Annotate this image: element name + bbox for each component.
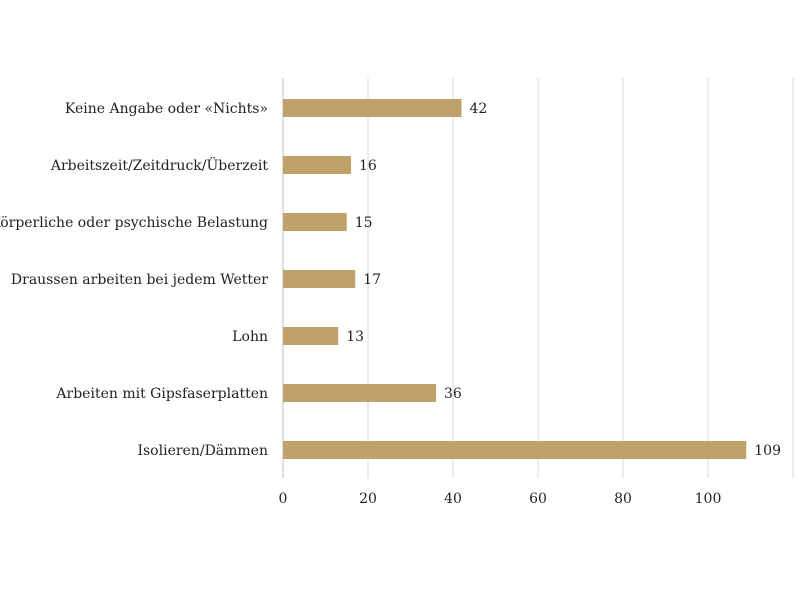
value-label-4: 13 bbox=[346, 329, 364, 345]
x-tick-label-0: 0 bbox=[279, 491, 288, 507]
x-tick-label-40: 40 bbox=[444, 491, 462, 507]
bar-1 bbox=[283, 156, 351, 174]
value-label-0: 42 bbox=[470, 101, 488, 117]
grid-layer bbox=[282, 78, 794, 478]
label-layer: Keine Angabe oder «Nichts» 42 Arbeitszeit/… bbox=[0, 101, 781, 459]
bar-4 bbox=[283, 327, 339, 345]
bar-layer bbox=[283, 99, 747, 459]
category-label-5: Arbeiten mit Gipsfaserplatten bbox=[55, 386, 268, 402]
category-label-2: Körperliche oder psychische Belastung bbox=[0, 215, 268, 231]
value-label-1: 16 bbox=[359, 158, 377, 174]
bar-3 bbox=[283, 270, 356, 288]
bar-5 bbox=[283, 384, 436, 402]
category-label-0: Keine Angabe oder «Nichts» bbox=[65, 101, 268, 117]
category-label-3: Draussen arbeiten bei jedem Wetter bbox=[11, 272, 268, 288]
tick-layer: 0 20 40 60 80 100 bbox=[279, 491, 722, 507]
x-tick-label-20: 20 bbox=[359, 491, 377, 507]
x-tick-label-80: 80 bbox=[614, 491, 632, 507]
bar-2 bbox=[283, 213, 347, 231]
value-label-6: 109 bbox=[754, 443, 781, 459]
value-label-3: 17 bbox=[363, 272, 381, 288]
category-label-6: Isolieren/Dämmen bbox=[137, 443, 268, 459]
category-label-4: Lohn bbox=[232, 329, 268, 345]
bar-0 bbox=[283, 99, 462, 117]
x-tick-label-60: 60 bbox=[529, 491, 547, 507]
value-label-2: 15 bbox=[355, 215, 373, 231]
bar-6 bbox=[283, 441, 747, 459]
category-label-1: Arbeitszeit/Zeitdruck/Überzeit bbox=[50, 156, 269, 174]
x-tick-label-100: 100 bbox=[695, 491, 722, 507]
value-label-5: 36 bbox=[444, 386, 462, 402]
